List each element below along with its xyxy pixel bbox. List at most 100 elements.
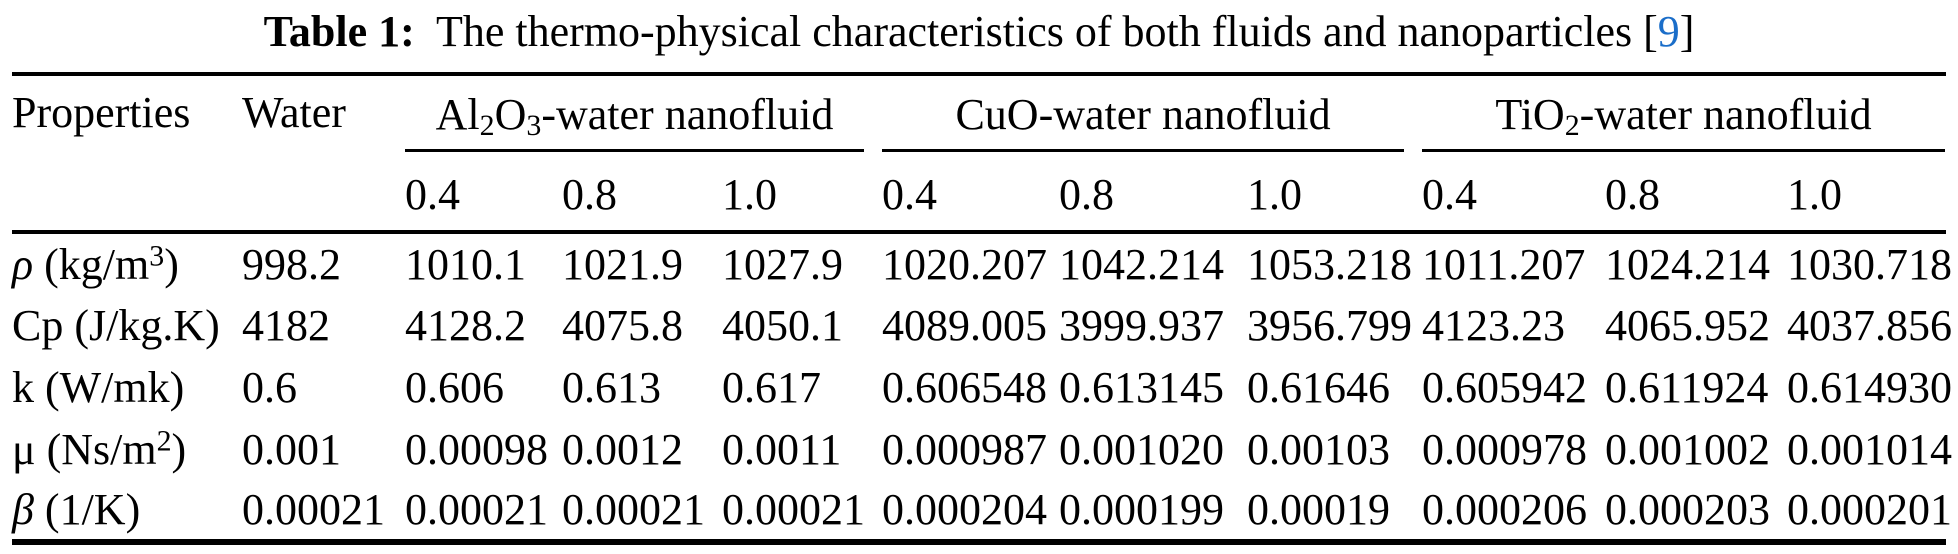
group-header-cuo-label: CuO-water nanofluid (882, 89, 1405, 152)
cell-value: 1027.9 (722, 239, 843, 289)
fraction-header: 0.8 (1605, 169, 1661, 219)
group-header-cuo: CuO-water nanofluid (882, 74, 1422, 152)
text-segment: ] (1679, 7, 1695, 56)
fraction-header: 1.0 (722, 169, 777, 219)
text-segment: O (494, 90, 527, 139)
cell-value: 0.0011 (722, 424, 842, 474)
fraction-header: 1.0 (1247, 169, 1302, 219)
cell-value: 4037.856 (1787, 300, 1953, 350)
cell-value: 0.000987 (882, 424, 1047, 474)
cell-value: 1021.9 (562, 239, 683, 289)
cell-value: 0.614930 (1787, 362, 1953, 412)
text-segment: Cp (J/kg.K) (12, 300, 220, 350)
cell-value: 0.000201 (1787, 485, 1953, 534)
cell-value: 4182 (242, 300, 330, 350)
text-segment: β (12, 485, 34, 534)
citation-link[interactable]: 9 (1657, 7, 1680, 56)
text-segment: ) (171, 424, 187, 474)
cell-value: 4128.2 (405, 300, 526, 350)
cell-value: 0.61646 (1247, 362, 1390, 412)
superscript: 3 (149, 239, 165, 273)
table-row-thermal-conductivity: k (W/mk) 0.6 0.606 0.613 0.617 0.606548 … (12, 356, 1953, 418)
cell-value: 0.001020 (1059, 424, 1224, 474)
cell-value: 998.2 (242, 239, 341, 289)
text-segment: TiO (1495, 90, 1565, 139)
cell-value: 1011.207 (1422, 239, 1586, 289)
subscript: 3 (526, 108, 542, 142)
cell-value: 0.611924 (1605, 362, 1769, 412)
subscript: 2 (479, 108, 495, 142)
fraction-header: 0.4 (405, 169, 460, 219)
property-label: μ (Ns/m2) (12, 418, 242, 480)
cell-value: 4050.1 (722, 300, 843, 350)
cell-value: 0.00021 (722, 485, 865, 534)
cell-value: 3999.937 (1059, 300, 1224, 350)
cell-value: 0.000978 (1422, 424, 1588, 474)
text-segment: -water nanofluid (1579, 90, 1872, 139)
table-row-density: ρ (kg/m3) 998.2 1010.1 1021.9 1027.9 102… (12, 232, 1953, 294)
text-segment: -water nanofluid (541, 90, 834, 139)
header-row-groups: Properties Water Al2O3-water nanofluid C… (12, 74, 1946, 152)
superscript: 2 (156, 424, 172, 458)
cell-value: 1030.718 (1787, 239, 1953, 289)
fraction-header: 0.8 (1059, 169, 1114, 219)
property-label: β (1/K) (12, 480, 242, 542)
table-row-viscosity: μ (Ns/m2) 0.001 0.00098 0.0012 0.0011 0.… (12, 418, 1953, 480)
text-segment: The thermo-physical characteristics of b… (414, 7, 1644, 56)
cell-value: 0.00098 (405, 424, 548, 474)
property-label: ρ (kg/m3) (12, 232, 242, 294)
table-caption: Table 1: The thermo-physical characteris… (0, 0, 1958, 72)
cell-value: 0.001002 (1605, 424, 1771, 474)
text-segment: k (W/mk) (12, 362, 185, 412)
table-row-thermal-expansion: β (1/K) 0.00021 0.00021 0.00021 0.00021 … (12, 480, 1953, 542)
cell-value: 0.606548 (882, 362, 1047, 412)
cell-value: 4065.952 (1605, 300, 1771, 350)
cell-value: 1053.218 (1247, 239, 1412, 289)
text-segment: (kg/m (33, 239, 150, 289)
cell-value: 0.001014 (1787, 424, 1953, 474)
property-label: k (W/mk) (12, 356, 242, 418)
text-segment: ) (164, 239, 179, 289)
cell-value: 1010.1 (405, 239, 526, 289)
col-header-properties: Properties (12, 88, 191, 137)
cell-value: 0.606 (405, 362, 504, 412)
subscript: 2 (1564, 108, 1580, 142)
cell-value: 0.00021 (405, 485, 548, 534)
col-header-water: Water (242, 88, 346, 137)
cell-value: 0.00021 (242, 485, 385, 534)
cell-value: 4123.23 (1422, 300, 1566, 350)
text-segment: CuO-water nanofluid (955, 90, 1331, 139)
thermo-physical-table: Properties Water Al2O3-water nanofluid C… (12, 72, 1953, 545)
text-segment: Table 1: (263, 7, 415, 56)
fraction-header: 0.4 (1422, 169, 1478, 219)
header-spacer (12, 152, 242, 232)
cell-value: 0.000204 (882, 485, 1047, 534)
fraction-header: 0.8 (562, 169, 617, 219)
header-row-fractions: 0.4 0.8 1.0 0.4 0.8 1.0 0.4 0.8 1.0 (12, 152, 1946, 232)
text-segment: (1/K) (33, 485, 141, 534)
group-header-al2o3: Al2O3-water nanofluid (405, 74, 882, 152)
cell-value: 0.001 (242, 424, 341, 474)
group-header-tio2-label: TiO2-water nanofluid (1422, 89, 1946, 152)
property-label: Cp (J/kg.K) (12, 294, 242, 356)
header-spacer (242, 152, 405, 232)
cell-value: 1042.214 (1059, 239, 1224, 289)
fraction-header: 0.4 (882, 169, 937, 219)
cell-value: 0.000203 (1605, 485, 1771, 534)
fraction-header: 1.0 (1787, 169, 1843, 219)
cell-value: 1020.207 (882, 239, 1047, 289)
cell-value: 0.617 (722, 362, 821, 412)
cell-value: 0.0012 (562, 424, 683, 474)
text-segment: [ (1643, 7, 1658, 56)
cell-value: 0.00021 (562, 485, 705, 534)
text-segment: Al (435, 90, 480, 139)
text-segment: ρ (12, 239, 34, 289)
cell-value: 4089.005 (882, 300, 1047, 350)
table-row-specific-heat: Cp (J/kg.K) 4182 4128.2 4075.8 4050.1 40… (12, 294, 1953, 356)
group-header-tio2: TiO2-water nanofluid (1422, 74, 1946, 152)
cell-value: 0.000199 (1059, 485, 1224, 534)
cell-value: 1024.214 (1605, 239, 1771, 289)
cell-value: 0.605942 (1422, 362, 1588, 412)
cell-value: 0.00103 (1247, 424, 1390, 474)
text-segment: μ (Ns/m (12, 424, 157, 474)
